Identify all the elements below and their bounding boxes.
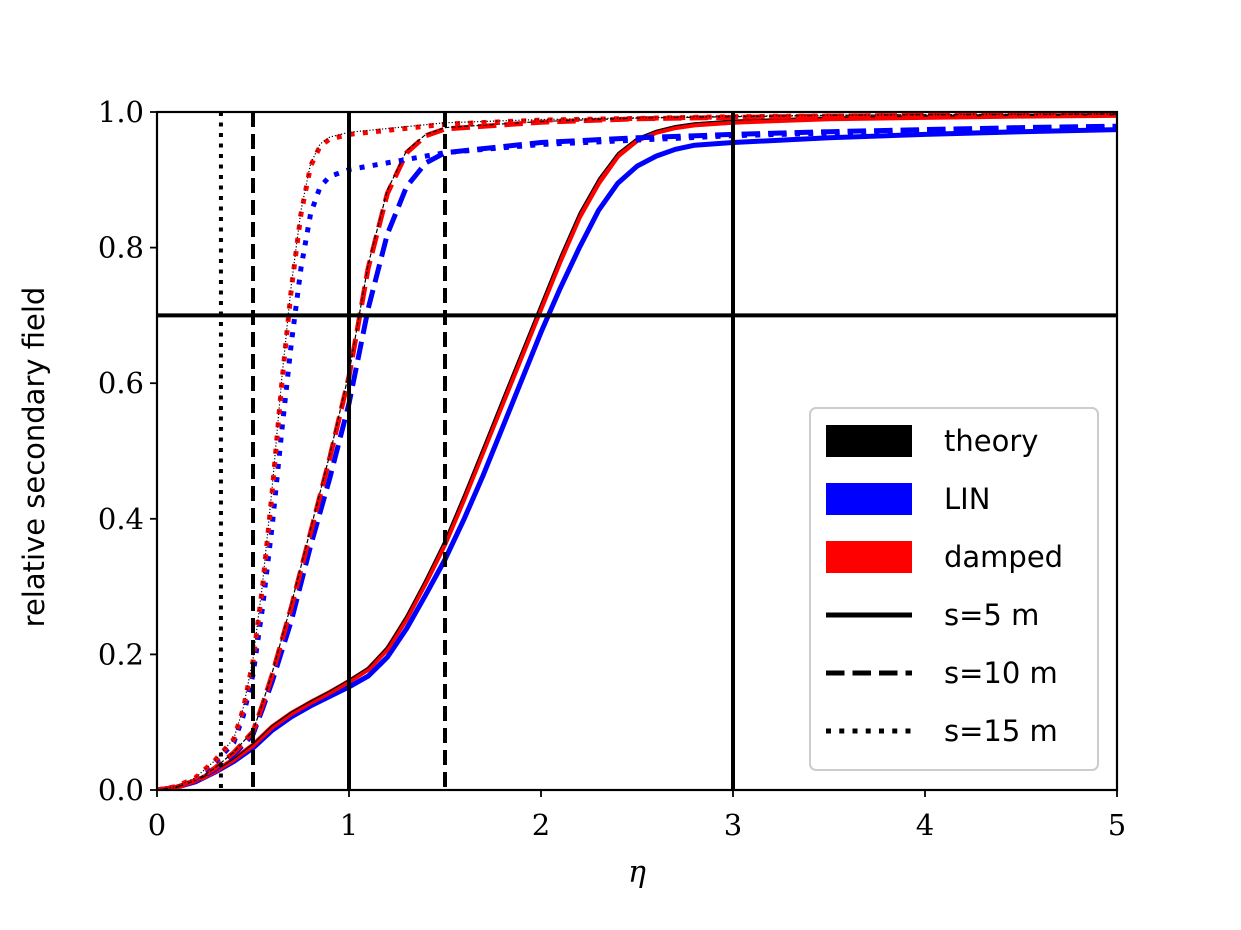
legend-label-2: damped	[944, 540, 1063, 574]
legend-label-4: s=10 m	[944, 656, 1058, 690]
plot-area	[157, 112, 1117, 790]
y-tick-label-4: 0.8	[98, 231, 144, 265]
x-axis-title: η	[628, 855, 646, 890]
axes-frame	[155, 110, 1119, 792]
series-damped-solid-line	[157, 112, 1117, 790]
x-tick-label-0: 0	[148, 808, 166, 842]
y-tick-label-1: 0.2	[98, 637, 144, 671]
y-axis-title: relative secondary field	[17, 287, 51, 628]
x-tick-label-5: 5	[1108, 808, 1126, 842]
series-damped-dotted-line	[157, 112, 1117, 790]
legend-label-5: s=15 m	[944, 714, 1058, 748]
y-tick-label-0: 0.0	[98, 773, 144, 807]
y-tick-label-5: 1.0	[98, 95, 144, 129]
x-tick-label-2: 2	[532, 808, 550, 842]
legend-label-0: theory	[944, 424, 1038, 458]
legend-swatch-2	[826, 541, 912, 573]
y-tick-label-2: 0.4	[98, 502, 144, 536]
legend: theory LIN damped s=5 m s=10 m s=15 m	[809, 407, 1099, 771]
x-tick-label-1: 1	[340, 808, 358, 842]
series-theory-dotted-line	[157, 113, 1117, 790]
axes: 0 1 2 3 4 5 0.0 0.2 0.4 0.6 0.8 1.0 η relative second…	[17, 95, 1126, 890]
legend-swatch-0	[826, 425, 912, 457]
legend-label-1: LIN	[944, 482, 990, 516]
x-tick-label-3: 3	[724, 808, 742, 842]
legend-swatch-1	[826, 483, 912, 515]
x-tick-label-4: 4	[916, 808, 934, 842]
series-theory-solid-line	[157, 114, 1117, 790]
plot-content	[157, 112, 1117, 790]
legend-label-3: s=5 m	[944, 598, 1039, 632]
y-tick-label-3: 0.6	[98, 366, 144, 400]
